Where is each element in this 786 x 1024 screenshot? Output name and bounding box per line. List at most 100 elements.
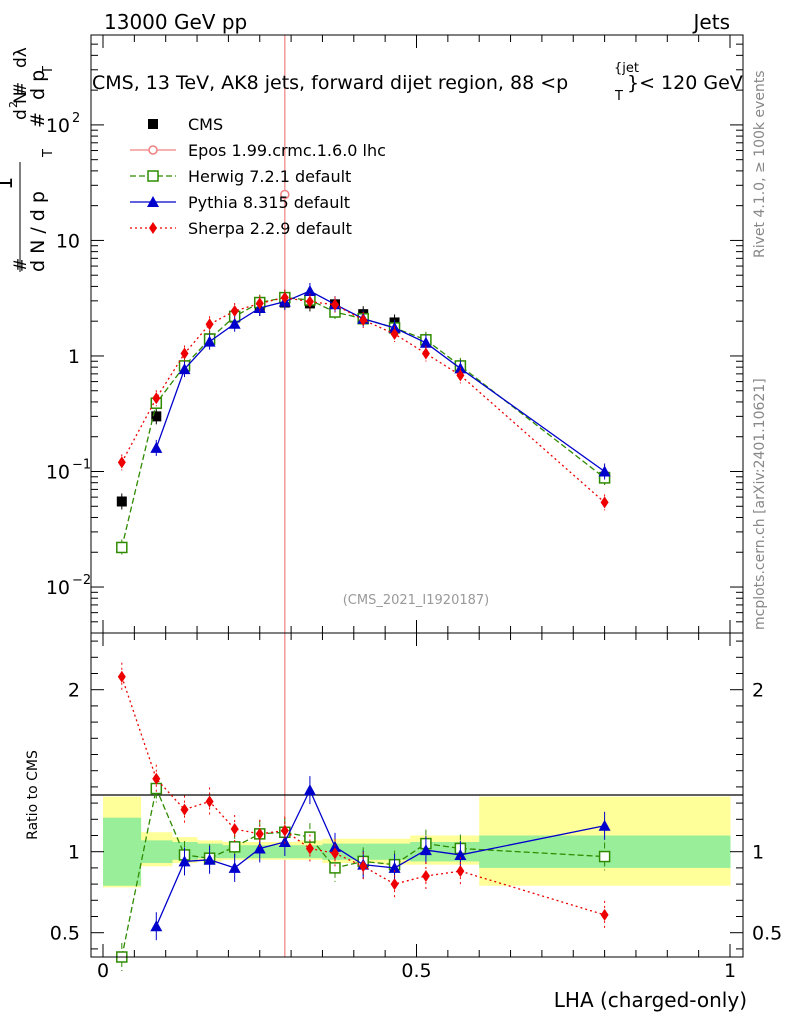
ylabel-hash-1: # (11, 258, 31, 272)
ratio-point (329, 862, 341, 874)
data-point (116, 541, 128, 554)
ratio-band-green (103, 817, 142, 886)
legend-entry: CMS (148, 115, 223, 134)
ratio-point (303, 784, 316, 796)
data-point (598, 465, 611, 477)
analysis-watermark: (CMS_2021_I1920187) (343, 593, 490, 608)
ratio-point (150, 920, 163, 932)
data-point (600, 496, 609, 509)
title-main: CMS, 13 TeV, AK8 jets, forward dijet reg… (92, 72, 568, 94)
legend-label: Pythia 8.315 default (188, 193, 350, 212)
ratio-y-tick-label-right: 1 (752, 842, 764, 864)
ratio-y-tick-label-right: 0.5 (752, 923, 782, 945)
ratio-y-tick-label-right: 2 (752, 680, 764, 702)
ratio-point (203, 853, 216, 865)
main-y-tick-exponent: −1 (72, 457, 91, 472)
ratio-point (328, 840, 341, 852)
ylabel-dN-sub: T (41, 149, 56, 158)
ratio-point (152, 772, 161, 785)
ylabel-d2N-n: N (11, 91, 31, 104)
data-point (456, 369, 465, 382)
ratio-point (228, 841, 241, 853)
main-y-tick-label: 10 (46, 461, 70, 483)
ratio-bands (103, 796, 731, 888)
data-point (180, 347, 189, 360)
ratio-point (178, 855, 191, 867)
ratio-point (305, 842, 314, 855)
ratio-point (180, 803, 189, 816)
rivet-version-label: Rivet 4.1.0, ≥ 100k events (752, 70, 768, 258)
ratio-point (253, 842, 266, 854)
legend-entry: Herwig 7.2.1 default (130, 167, 351, 186)
ratio-point (598, 819, 611, 831)
ratio-point (388, 861, 401, 873)
ratio-x-ticks (102, 633, 731, 957)
ylabel-dp-sub: T (41, 66, 56, 75)
legend-marker (148, 145, 158, 155)
main-y-tick-label: 1 (68, 346, 80, 368)
ratio-point (304, 831, 316, 843)
data-point (178, 363, 191, 375)
data-point (419, 336, 432, 348)
ratio-point (421, 870, 430, 882)
series-line-4 (121, 296, 606, 503)
data-point (203, 335, 216, 347)
title-sub: T (614, 89, 623, 104)
ratio-point (280, 824, 289, 837)
ratio-point (278, 835, 291, 847)
ratio-point (390, 878, 399, 891)
ylabel-hash-2: # (27, 112, 49, 128)
legend-marker (148, 119, 158, 129)
ratio-point (228, 861, 241, 873)
main-y-label: 1 d N / d p T # d p T dλ # d 2 N # (0, 47, 56, 272)
x-tick-labels: 0 0.5 1 (97, 960, 736, 982)
series-line-2 (121, 296, 605, 548)
ratio-panel: 0.5 0.5 1 1 2 2 (50, 632, 782, 971)
data-point (280, 291, 289, 304)
ratio-point (419, 844, 432, 856)
ylabel-dN: d N / d p (27, 191, 49, 272)
legend-label: CMS (188, 115, 223, 134)
ratio-point (456, 865, 465, 878)
ylabel-one: 1 (0, 177, 17, 190)
main-x-ticks (102, 35, 731, 633)
ratio-band-green (140, 840, 173, 864)
ratio-point (330, 847, 339, 860)
legend-entry: Pythia 8.315 default (130, 193, 350, 212)
data-point (151, 411, 162, 422)
ratio-y-tick-label-left: 1 (68, 842, 80, 864)
ratio-point (359, 860, 368, 873)
main-y-tick-label: 10 (56, 230, 80, 252)
data-point (305, 295, 314, 308)
ratio-y-label: Ratio to CMS (25, 750, 41, 840)
header-process: 13000 GeV pp (104, 10, 247, 34)
ylabel-dlambda: dλ (11, 47, 31, 68)
data-point (150, 441, 163, 453)
ratio-point (117, 670, 126, 683)
main-y-tick-label: 10 (46, 115, 70, 137)
legend-entry: Sherpa 2.2.9 default (130, 219, 352, 238)
data-point (205, 318, 214, 331)
ratio-y-tick-label-left: 0.5 (50, 923, 80, 945)
ratio-point (230, 823, 239, 836)
x-axis-label: LHA (charged-only) (554, 988, 747, 1012)
x-tick-label: 0.5 (401, 960, 431, 982)
ratio-point (598, 850, 611, 863)
legend-marker (147, 196, 159, 207)
data-point (152, 392, 161, 405)
legend-marker (149, 222, 157, 234)
series-line-3 (155, 290, 605, 473)
ylabel-hash-3: # (11, 82, 31, 96)
main-y-tick-label: 10 (46, 577, 70, 599)
mcplots-label: mcplots.cern.ch [arXiv:2401.10621] (752, 378, 768, 630)
main-y-tick-exponent: 2 (72, 111, 80, 126)
ratio-frame (90, 632, 744, 958)
header-analysis-type: Jets (692, 10, 730, 34)
ylabel-dp: d p (27, 70, 49, 100)
legend-label: Epos 1.99.crmc.1.6.0 lhc (188, 141, 386, 160)
ylabel-d2N-d: d (11, 109, 31, 120)
x-tick-label: 1 (724, 960, 736, 982)
